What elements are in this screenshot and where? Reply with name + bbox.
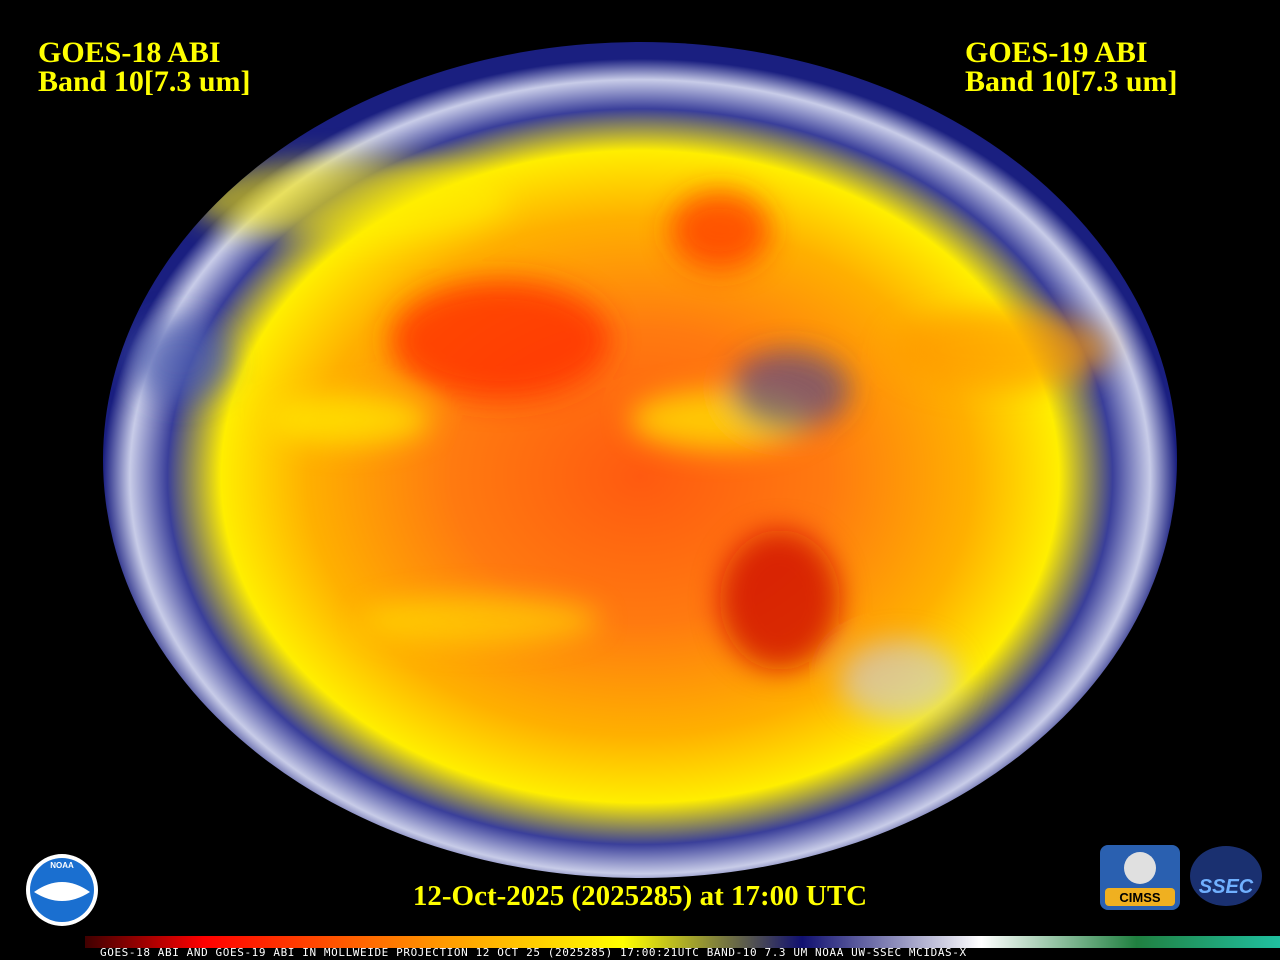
- dry-region: [890, 310, 1110, 390]
- cloud: [730, 350, 850, 430]
- left-label: GOES-18 ABI: [38, 36, 221, 69]
- ssec-logo: SSEC: [1190, 846, 1262, 906]
- cimss-logo: CIMSS: [1100, 845, 1180, 910]
- moist-band: [270, 395, 430, 445]
- moist-band: [190, 160, 510, 240]
- logo-banner: [1105, 888, 1175, 906]
- logo-text: CIMSS: [1119, 890, 1161, 905]
- noaa-logo: NOAA: [26, 854, 98, 926]
- dry-region: [390, 280, 610, 400]
- dry-region: [720, 530, 840, 670]
- logo-dish: [1124, 852, 1156, 884]
- logo-bird: [34, 882, 90, 901]
- timestamp: 12-Oct-2025 (2025285) at 17:00 UTC: [413, 880, 867, 912]
- logo-text: SSEC: [1199, 876, 1254, 898]
- cloud: [130, 320, 230, 400]
- footer-caption: GOES-18 ABI AND GOES-19 ABI IN MOLLWEIDE…: [100, 946, 967, 959]
- right-label: Band 10[7.3 um]: [965, 65, 1178, 98]
- right-label: GOES-19 ABI: [965, 36, 1148, 69]
- cloud: [840, 640, 960, 720]
- logo-globe: [1190, 846, 1262, 906]
- moist-band: [360, 595, 600, 645]
- left-label: Band 10[7.3 um]: [38, 65, 251, 98]
- cloud-features: [130, 160, 1110, 720]
- dry-region: [670, 190, 770, 270]
- color-bar: [85, 936, 1280, 948]
- logo-text: NOAA: [50, 861, 74, 870]
